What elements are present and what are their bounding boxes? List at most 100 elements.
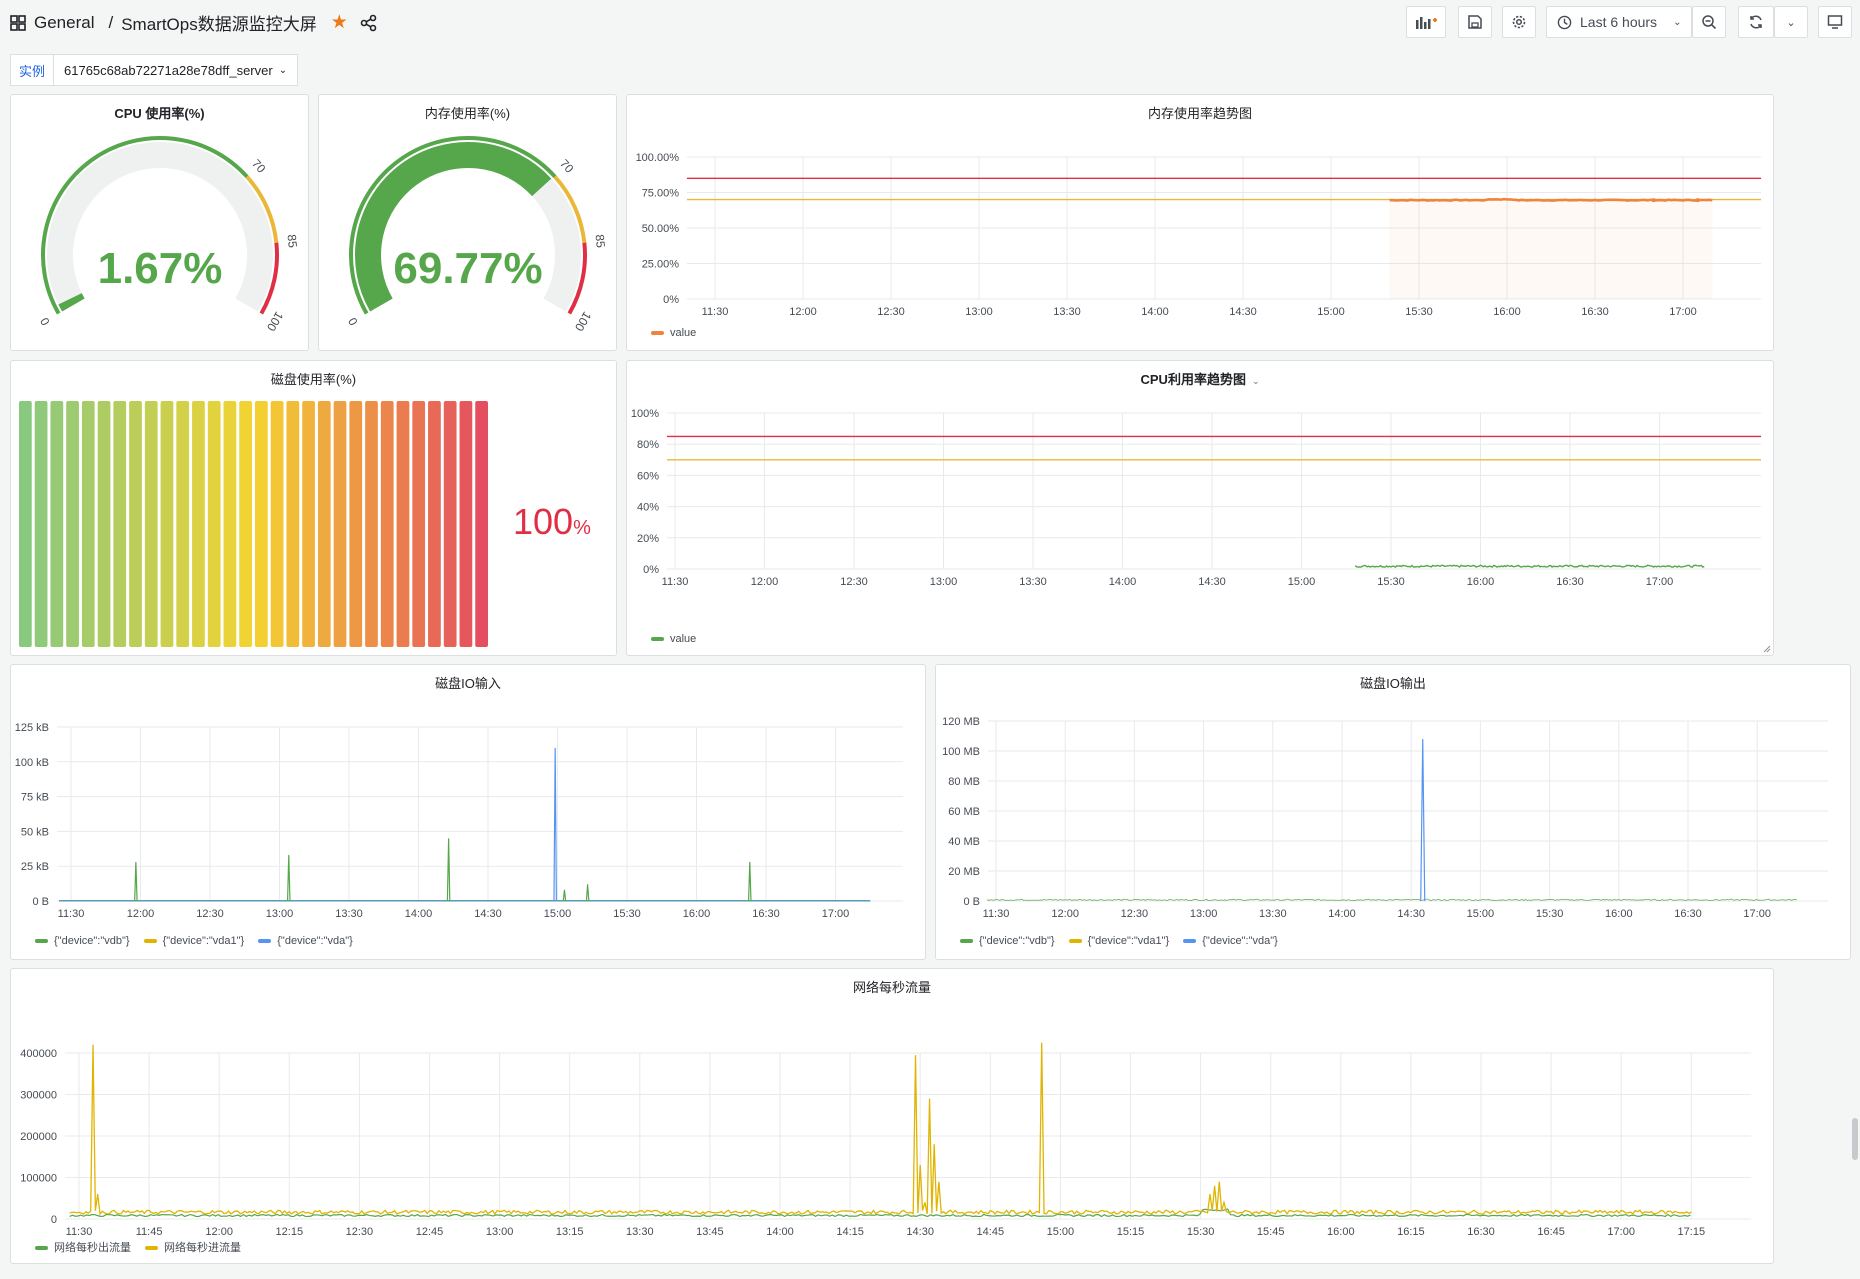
y-tick-label: 80% xyxy=(637,439,659,451)
disk-bar-segment xyxy=(428,401,441,647)
memory-usage-gauge-panel: 内存使用率(%) 0 70 85 100 69.77% xyxy=(318,94,617,351)
star-icon[interactable]: ★ xyxy=(330,12,348,33)
data-spike xyxy=(585,884,590,902)
data-spike xyxy=(446,838,451,902)
x-tick-label: 15:30 xyxy=(613,908,641,920)
gauge-background-arc xyxy=(47,142,273,312)
refresh-button[interactable] xyxy=(1738,6,1774,38)
panel-title[interactable]: 内存使用率趋势图 xyxy=(1147,106,1252,121)
y-tick-label: 50.00% xyxy=(642,223,680,235)
legend-item[interactable]: value xyxy=(651,633,696,645)
x-tick-label: 14:00 xyxy=(1141,306,1169,318)
legend-item[interactable]: {"device":"vda1"} xyxy=(1068,935,1169,947)
disk-bar-segment xyxy=(443,401,457,647)
x-tick-label: 16:30 xyxy=(752,908,780,920)
gauge-tick-label: 85 xyxy=(284,234,299,249)
y-tick-label: 0% xyxy=(643,564,659,576)
instance-select[interactable]: 61765c68ab72271a28e78dff_server ⌄ xyxy=(54,54,299,86)
share-icon[interactable] xyxy=(360,14,378,32)
x-tick-label: 13:00 xyxy=(1190,908,1218,920)
page-scrollbar[interactable] xyxy=(1852,0,1858,1279)
legend-item[interactable]: 网络每秒进流量 xyxy=(145,1239,241,1255)
x-tick-label: 16:00 xyxy=(1467,576,1495,588)
breadcrumb: General / SmartOps数据源监控大屏 ★ xyxy=(10,10,378,35)
disk-bar-segment xyxy=(144,401,158,647)
x-tick-label: 12:45 xyxy=(416,1226,444,1238)
gauge-value: 1.67% xyxy=(98,244,223,293)
chevron-down-icon: ⌄ xyxy=(1251,376,1260,386)
cpu-trend-chart[interactable]: 100% 80% 60% 40% 20% 0%11:30 12:00 12:30 13:00 13… xyxy=(627,361,1774,656)
series-line-outbound xyxy=(69,1208,1691,1218)
x-tick-label: 16:30 xyxy=(1556,576,1584,588)
y-tick-label: 25.00% xyxy=(642,259,680,271)
disk-io-input-chart[interactable]: 125 kB 100 kB 75 kB 50 kB 25 kB 0 B 11:30 12:00… xyxy=(11,665,926,960)
panel-title[interactable]: 磁盘使用率(%) xyxy=(270,372,357,387)
add-panel-button[interactable] xyxy=(1406,6,1446,38)
data-point xyxy=(1651,198,1656,203)
x-tick-label: 13:00 xyxy=(965,306,993,318)
dashboard-settings-button[interactable] xyxy=(1502,6,1536,38)
y-tick-label: 75 kB xyxy=(21,792,49,804)
x-tick-label: 12:30 xyxy=(1121,908,1149,920)
y-tick-label: 100 MB xyxy=(942,746,980,758)
y-tick-label: 40% xyxy=(637,502,659,514)
legend-item[interactable]: 网络每秒出流量 xyxy=(35,1239,131,1255)
data-spike xyxy=(1420,738,1426,902)
monitor-icon xyxy=(1827,15,1843,29)
legend-item[interactable]: {"device":"vdb"} xyxy=(960,935,1055,947)
legend-item[interactable]: {"device":"vda"} xyxy=(1183,935,1278,947)
panel-title[interactable]: CPU 使用率(%) xyxy=(114,106,205,121)
resize-handle-icon[interactable] xyxy=(1763,645,1771,653)
disk-bar-segment xyxy=(207,401,221,647)
x-tick-label: 17:00 xyxy=(1669,306,1697,318)
legend-item[interactable]: {"device":"vda"} xyxy=(258,935,353,947)
x-tick-label: 12:15 xyxy=(276,1226,304,1238)
chart-legend: {"device":"vdb"} {"device":"vda1"} {"dev… xyxy=(35,935,353,947)
time-range-picker[interactable]: Last 6 hours ⌄ xyxy=(1546,6,1692,38)
x-tick-label: 17:15 xyxy=(1678,1226,1706,1238)
x-tick-label: 14:30 xyxy=(906,1226,934,1238)
disk-bar-segment xyxy=(396,401,410,647)
tv-mode-button[interactable] xyxy=(1818,6,1852,38)
disk-usage-value: 100% xyxy=(513,501,591,542)
panel-title[interactable]: 磁盘IO输出 xyxy=(1360,676,1426,691)
time-range-label: Last 6 hours xyxy=(1580,14,1658,30)
folder-link[interactable]: General xyxy=(34,12,95,32)
panel-title[interactable]: CPU利用率趋势图 ⌄ xyxy=(1140,372,1260,387)
x-tick-label: 13:15 xyxy=(556,1226,584,1238)
threshold-band-green xyxy=(349,136,557,315)
refresh-interval-dropdown[interactable]: ⌄ xyxy=(1774,6,1808,38)
y-tick-label: 100000 xyxy=(20,1173,57,1185)
legend-item[interactable]: {"device":"vda1"} xyxy=(143,935,244,947)
zoom-out-button[interactable] xyxy=(1692,6,1726,38)
panel-title[interactable]: 内存使用率(%) xyxy=(424,106,511,121)
y-tick-label: 75.00% xyxy=(642,188,680,200)
gauge-value: 69.77% xyxy=(393,244,542,293)
panel-title[interactable]: 磁盘IO输入 xyxy=(435,676,501,691)
legend-item[interactable]: value xyxy=(651,327,696,339)
x-tick-label: 13:00 xyxy=(486,1226,514,1238)
gauge-tick-label: 0 xyxy=(345,315,361,328)
disk-bar-segment xyxy=(349,401,363,647)
y-tick-label: 80 MB xyxy=(948,776,980,788)
save-dashboard-button[interactable] xyxy=(1458,6,1492,38)
memory-trend-panel: 内存使用率趋势图 100.00% 75.00% 50.00% 25.00% 0% 11:3… xyxy=(626,94,1774,351)
memory-trend-chart[interactable]: 100.00% 75.00% 50.00% 25.00% 0% 11:30 12:00 12:… xyxy=(627,95,1774,351)
legend-item[interactable]: {"device":"vdb"} xyxy=(35,935,130,947)
x-tick-label: 12:00 xyxy=(205,1226,233,1238)
data-point xyxy=(1695,198,1700,203)
x-tick-label: 11:30 xyxy=(662,576,689,588)
dashboard-title[interactable]: SmartOps数据源监控大屏 xyxy=(121,15,317,34)
x-tick-label: 12:30 xyxy=(196,908,224,920)
x-tick-label: 17:00 xyxy=(1743,908,1771,920)
x-tick-label: 16:00 xyxy=(1327,1226,1355,1238)
panel-title[interactable]: 网络每秒流量 xyxy=(852,980,931,995)
gauge-tick-label: 100 xyxy=(264,309,286,334)
disk-usage-panel: 磁盘使用率(%) 100% xyxy=(10,360,617,656)
network-traffic-chart[interactable]: 400000 300000 200000 100000 0 11:30 11:45 12:00… xyxy=(11,969,1774,1264)
x-tick-label: 15:30 xyxy=(1536,908,1564,920)
disk-io-output-chart[interactable]: 120 MB 100 MB 80 MB 60 MB 40 MB 20 MB 0 B11:30… xyxy=(936,665,1851,960)
y-tick-label: 40 MB xyxy=(948,836,980,848)
x-tick-label: 16:45 xyxy=(1537,1226,1565,1238)
top-bar: General / SmartOps数据源监控大屏 ★ xyxy=(0,0,1860,44)
